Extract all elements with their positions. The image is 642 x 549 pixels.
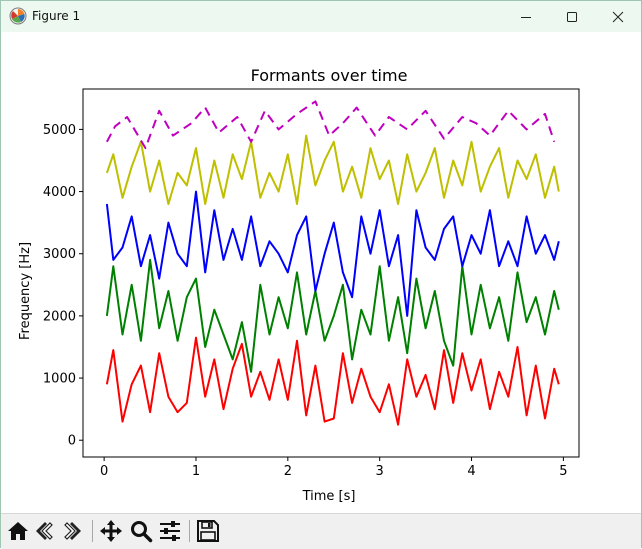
floppy-disk-icon — [197, 520, 219, 542]
x-tick-label: 0 — [100, 464, 108, 479]
chart-title: Formants over time — [251, 66, 408, 85]
magnifier-icon — [131, 521, 153, 543]
forward-button[interactable] — [59, 518, 85, 544]
y-tick-label: 4000 — [43, 185, 76, 200]
axes-frame — [82, 88, 580, 458]
x-axis: 0 1 2 3 4 5 — [100, 457, 568, 479]
x-axis-label: Time [s] — [302, 489, 356, 504]
figure-canvas[interactable]: Formants over time 0 1 2 3 4 5 0 1000 2000 3000 4… — [1, 32, 641, 513]
home-button[interactable] — [5, 518, 31, 544]
save-button[interactable] — [195, 518, 221, 544]
navigation-toolbar — [1, 513, 641, 549]
close-icon — [612, 11, 624, 22]
y-tick-label: 1000 — [43, 372, 76, 387]
back-button[interactable] — [32, 518, 58, 544]
y-tick-label: 2000 — [43, 309, 76, 324]
toolbar-separator — [189, 520, 190, 542]
configure-subplots-button[interactable] — [157, 518, 183, 544]
series-layer — [105, 100, 560, 426]
y-tick-label: 5000 — [43, 123, 76, 138]
x-tick-label: 1 — [192, 464, 200, 479]
formant-line-4 — [105, 134, 560, 205]
close-button[interactable] — [595, 1, 641, 32]
zoom-button[interactable] — [128, 518, 154, 544]
maximize-icon — [567, 11, 577, 22]
forward-arrow-icon — [64, 522, 81, 540]
formant-line-5 — [106, 100, 556, 150]
formant-chart: Formants over time 0 1 2 3 4 5 0 1000 2000 3000 4… — [18, 66, 580, 504]
x-tick-label: 3 — [376, 464, 384, 479]
minimize-icon — [521, 16, 531, 18]
pan-button[interactable] — [98, 518, 124, 544]
window-title: Figure 1 — [32, 9, 81, 23]
minimize-button[interactable] — [503, 1, 549, 32]
toolbar-separator — [92, 520, 93, 542]
sliders-icon — [160, 521, 180, 541]
formant-line-2 — [105, 258, 560, 373]
maximize-button[interactable] — [549, 1, 595, 32]
title-bar[interactable]: Figure 1 — [1, 1, 641, 32]
x-tick-label: 2 — [284, 464, 292, 479]
y-axis-label: Frequency [Hz] — [18, 242, 33, 340]
y-tick-label: 3000 — [43, 247, 76, 262]
x-tick-label: 5 — [559, 464, 567, 479]
y-axis: 0 1000 2000 3000 4000 5000 — [43, 123, 83, 449]
back-arrow-icon — [36, 522, 53, 540]
y-tick-label: 0 — [68, 434, 76, 449]
x-tick-label: 4 — [467, 464, 475, 479]
matplotlib-figure-icon — [9, 7, 27, 25]
formant-line-1 — [105, 336, 560, 426]
formant-line-3 — [105, 190, 560, 317]
move-icon — [100, 520, 122, 542]
home-icon — [8, 522, 28, 540]
